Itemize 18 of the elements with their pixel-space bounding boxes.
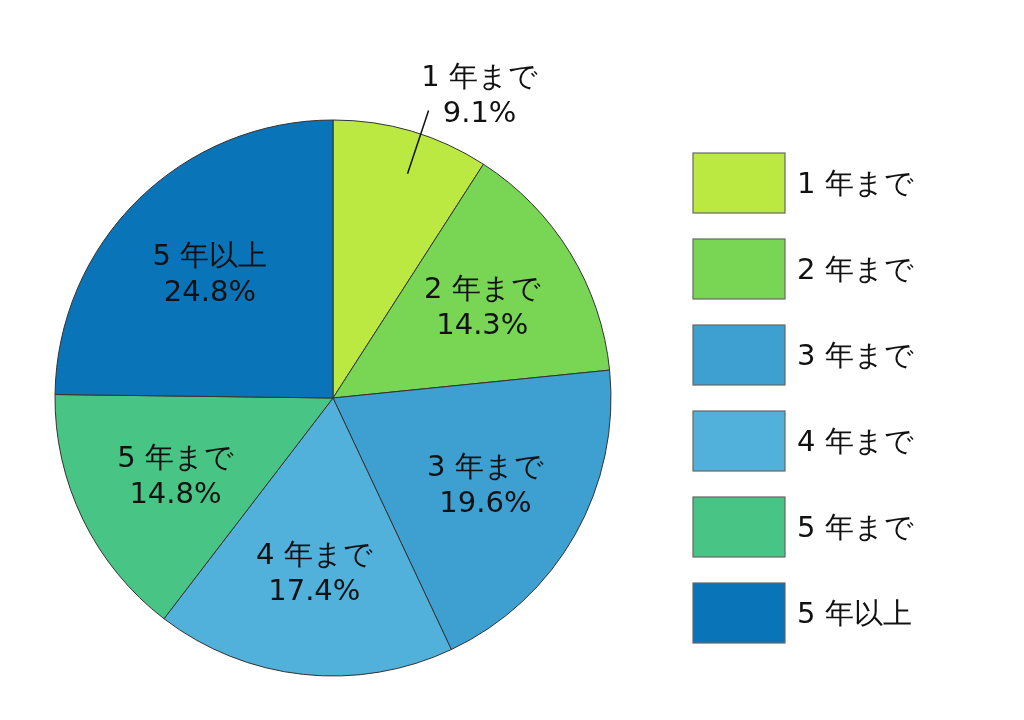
slice-label: 2 年まで — [424, 271, 541, 306]
slice-label: 5 年まで — [117, 439, 234, 474]
data-label: 17.4% — [268, 573, 361, 608]
data-label: 14.3% — [436, 307, 529, 342]
data-label: 14.8% — [129, 475, 222, 510]
legend-label: 1 年まで — [797, 166, 914, 200]
legend-label: 5 年以上 — [797, 596, 912, 630]
slice-label: 1 年まで — [421, 59, 538, 94]
data-label: 9.1% — [442, 95, 517, 130]
legend-label: 4 年まで — [797, 424, 914, 458]
slice-label: 4 年まで — [255, 537, 373, 572]
legend-label: 2 年まで — [797, 252, 914, 286]
data-label: 24.8% — [163, 274, 257, 309]
data-label: 19.6% — [439, 485, 532, 520]
legend-label: 5 年まで — [797, 510, 914, 544]
legend-label: 3 年まで — [797, 338, 914, 372]
slice-label: 5 年以上 — [152, 238, 268, 273]
slice-label: 3 年まで — [427, 449, 544, 484]
